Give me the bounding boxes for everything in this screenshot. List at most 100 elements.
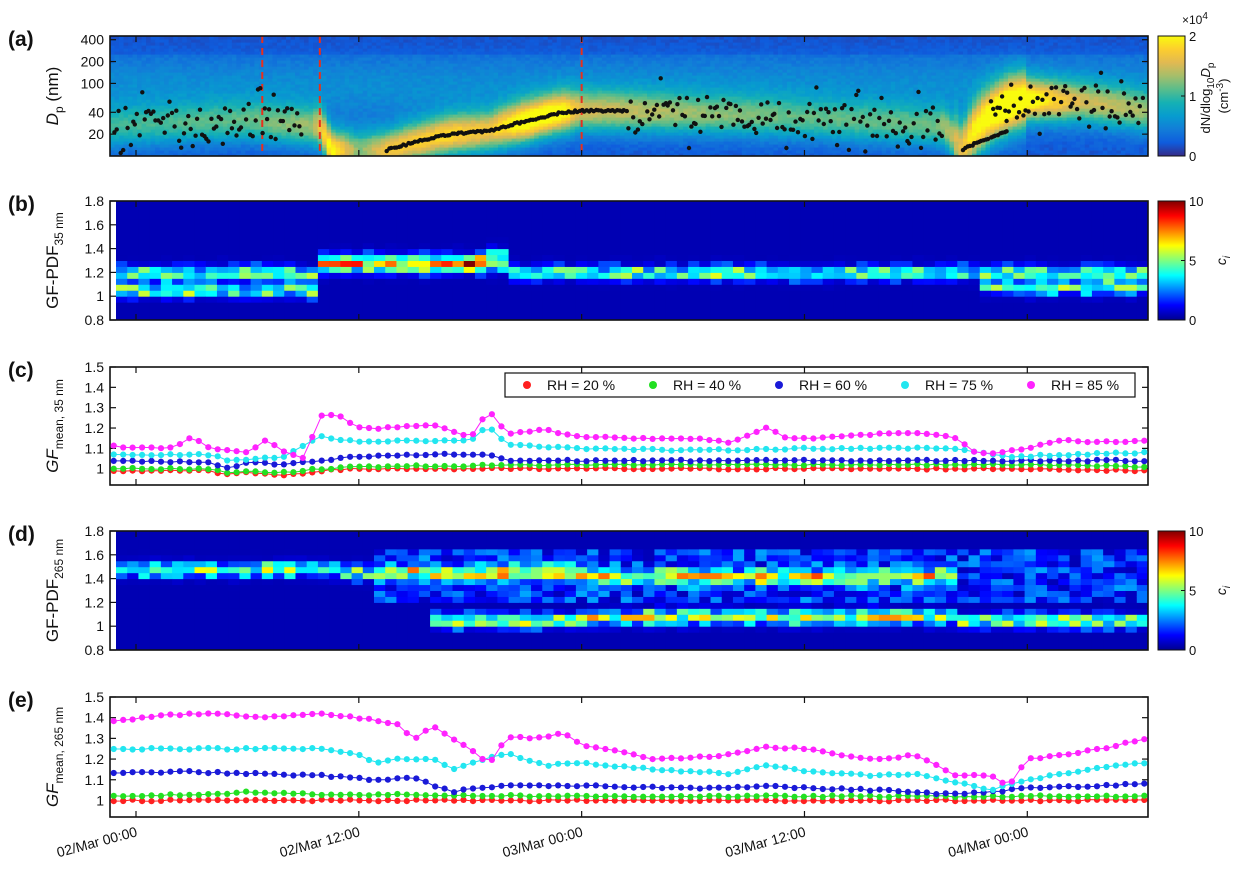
panel-a-cell xyxy=(389,57,395,61)
panel-a-cell xyxy=(326,54,332,58)
panel-a-cell xyxy=(466,54,472,58)
panel-a-cell xyxy=(430,66,436,70)
panel-a-cell xyxy=(299,105,305,109)
panel-a-cell xyxy=(452,75,459,79)
panel-a-cell xyxy=(150,132,156,136)
panel-a-cell xyxy=(182,126,188,130)
panel-a-cell xyxy=(128,54,134,58)
panel-a-cell xyxy=(403,72,409,76)
panel-a-cell xyxy=(119,129,125,133)
panel-a-cell xyxy=(240,39,246,43)
panel-a-cell xyxy=(358,129,364,133)
panel-a-cell xyxy=(525,123,531,127)
panel-a-cell xyxy=(209,48,215,52)
panel-a-cell xyxy=(209,78,215,82)
panel-a-cell xyxy=(353,42,359,46)
panel-a-cell xyxy=(295,45,301,49)
panel-a-cell xyxy=(164,39,170,43)
panel-a-cell xyxy=(516,87,522,91)
panel-a-cell xyxy=(245,135,251,139)
panel-a-cell xyxy=(403,63,409,67)
panel-a-cell xyxy=(403,147,409,151)
panel-a-cell xyxy=(380,87,386,91)
panel-a-cell xyxy=(204,81,210,85)
panel-a-cell xyxy=(317,93,323,97)
panel-a-cell xyxy=(119,123,125,127)
panel-a-cell xyxy=(475,93,481,97)
panel-a-cell xyxy=(299,39,305,43)
panel-a-cell xyxy=(425,48,432,52)
panel-a-cell xyxy=(195,153,201,156)
panel-a-cell xyxy=(231,84,237,88)
panel-a-cell xyxy=(137,126,143,130)
panel-a-cell xyxy=(191,111,197,115)
panel-a-cell xyxy=(439,150,445,154)
panel-a-cell xyxy=(353,66,359,70)
panel-a-cell xyxy=(371,69,377,73)
panel-a-cell xyxy=(209,51,215,55)
panel-a-cell xyxy=(304,93,310,97)
panel-a-cell xyxy=(128,105,134,109)
panel-a-cell xyxy=(385,63,391,67)
panel-a-cell xyxy=(195,126,201,130)
panel-a-cell xyxy=(209,63,215,67)
panel-a-cell xyxy=(520,153,526,156)
panel-a-cell xyxy=(448,138,454,142)
panel-a-cell xyxy=(448,69,454,73)
panel-a-cell xyxy=(200,60,206,64)
panel-a-cell xyxy=(263,42,269,46)
panel-a-cell xyxy=(493,48,499,52)
panel-a-cell xyxy=(146,150,152,154)
panel-a-cell xyxy=(403,132,409,136)
panel-a-cell xyxy=(146,75,152,79)
panel-a-cell xyxy=(484,141,490,145)
panel-a-cell xyxy=(286,66,292,70)
panel-a-cell xyxy=(511,66,517,70)
panel-a-cell xyxy=(195,90,201,94)
panel-a-cell xyxy=(403,120,409,124)
panel-a-cell xyxy=(299,93,305,97)
panel-a-cell xyxy=(141,126,147,130)
panel-a-cell xyxy=(331,114,337,118)
panel-a-cell xyxy=(209,87,215,91)
panel-a-cell xyxy=(326,144,332,148)
panel-a-cell xyxy=(258,42,265,46)
panel-a-cell xyxy=(317,141,323,145)
panel-a-cell xyxy=(380,105,386,109)
panel-a-cell xyxy=(439,141,445,145)
panel-a-cell xyxy=(335,141,341,145)
panel-a-cell xyxy=(299,66,305,70)
panel-a-cell xyxy=(439,105,445,109)
panel-a-cell xyxy=(434,105,441,109)
panel-a-cell xyxy=(195,141,201,145)
panel-a-cell xyxy=(349,99,355,103)
panel-a-cell xyxy=(344,123,350,127)
panel-a-cell xyxy=(173,45,179,49)
panel-a-cell xyxy=(218,132,224,136)
panel-a-cell xyxy=(331,78,337,82)
panel-a-cell xyxy=(344,60,350,64)
panel-a-cell xyxy=(358,114,364,118)
panel-a-cell xyxy=(313,144,319,148)
panel-a-cell xyxy=(110,141,116,145)
panel-a-cell xyxy=(367,129,373,133)
panel-a-cell xyxy=(493,45,499,49)
panel-a-cell xyxy=(168,132,174,136)
panel-a-cell xyxy=(385,51,391,55)
panel-a-cell xyxy=(362,117,368,121)
panel-a-cell xyxy=(236,36,242,40)
panel-a-cell xyxy=(281,117,287,121)
panel-a-cell xyxy=(502,57,508,61)
panel-a-cell xyxy=(511,90,517,94)
panel-a-cell xyxy=(114,105,120,109)
panel-a-cell xyxy=(290,138,296,142)
panel-a-cell xyxy=(362,75,368,79)
panel-a-cell xyxy=(290,153,296,156)
panel-a-cell xyxy=(191,138,197,142)
panel-a-cell xyxy=(155,39,161,43)
panel-a-cell xyxy=(141,150,147,154)
panel-a-cell xyxy=(471,153,477,156)
panel-a-cell xyxy=(254,147,260,151)
panel-a-cell xyxy=(443,60,450,64)
panel-a-cell xyxy=(353,150,359,154)
